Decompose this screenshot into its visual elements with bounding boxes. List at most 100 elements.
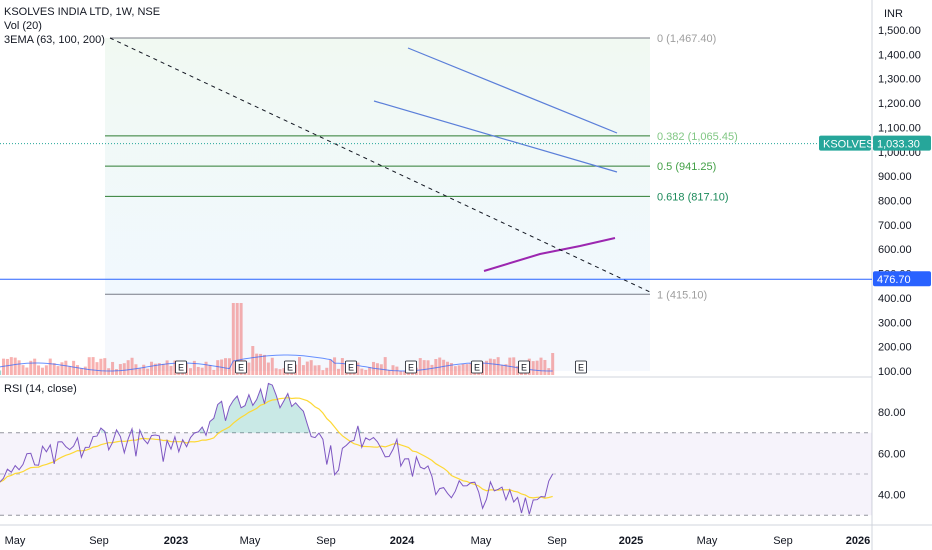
price-tags: KSOLVES 1,033.30 476.70 — [819, 135, 931, 287]
volume-bar — [360, 368, 364, 375]
last-price-tag-label: 1,033.30 — [877, 139, 920, 151]
volume-bar — [531, 361, 535, 375]
price-tick-label: 300.00 — [878, 317, 912, 329]
chart-title[interactable]: KSOLVES INDIA LTD, 1W, NSE — [4, 6, 161, 18]
volume-bar — [321, 370, 325, 375]
volume-bar — [356, 362, 360, 375]
volume-legend[interactable]: Vol (20) — [4, 20, 42, 32]
time-tick-label: May — [697, 535, 718, 547]
volume-bar — [200, 367, 204, 375]
volume-bar — [56, 366, 60, 375]
volume-bar — [488, 358, 492, 375]
time-tick-label: May — [240, 535, 261, 547]
volume-bar — [301, 365, 305, 375]
currency-label: INR — [884, 8, 903, 20]
rsi-tick-label: 80.00 — [878, 407, 906, 419]
price-tick-label: 700.00 — [878, 220, 912, 232]
volume-bar — [266, 362, 270, 375]
volume-bar — [340, 358, 344, 375]
rsi-tick-label: 40.00 — [878, 490, 906, 502]
volume-bar — [465, 364, 469, 375]
volume-bar — [224, 358, 228, 375]
volume-bar — [305, 361, 309, 375]
volume-bar — [5, 358, 9, 375]
volume-ma-line — [0, 354, 553, 372]
volume-bar — [368, 367, 372, 375]
price-tick-label: 800.00 — [878, 196, 912, 208]
volume-bar — [64, 360, 68, 375]
volume-bar — [422, 360, 426, 375]
volume-bar — [235, 303, 239, 375]
earnings-marker-label: E — [474, 363, 480, 373]
volume-bar — [434, 359, 438, 375]
volume-bar — [204, 361, 208, 375]
volume-bar — [196, 366, 200, 375]
trendline-drawings[interactable] — [0, 37, 872, 293]
time-tick-label: 2023 — [164, 535, 188, 547]
volume-bar — [91, 357, 95, 375]
time-tick-label: May — [5, 535, 26, 547]
volume-bar — [72, 360, 76, 375]
fib-extension-zone — [105, 294, 650, 371]
fibonacci-retracement[interactable]: 0 (1,467.40) 0.382 (1,065.45) 0.5 (941.25)… — [105, 33, 738, 371]
price-tick-label: 1,400.00 — [878, 49, 921, 61]
time-tick-label: 2025 — [619, 535, 643, 547]
volume-bar — [329, 359, 333, 375]
earnings-marker — [518, 360, 530, 374]
volume-bar — [138, 368, 142, 375]
volume-bar — [68, 366, 72, 375]
volume-bar — [227, 358, 231, 375]
volume-bar — [317, 365, 321, 375]
volume-bar — [60, 362, 64, 375]
volume-bar — [25, 367, 29, 375]
volume-bars — [0, 303, 555, 375]
volume-bar — [504, 364, 508, 375]
volume-bar — [87, 357, 91, 375]
volume-bar — [399, 370, 403, 375]
earnings-marker — [575, 360, 587, 374]
time-tick-label: Sep — [89, 535, 109, 547]
volume-bar — [247, 362, 251, 375]
volume-bar — [492, 359, 496, 375]
rsi-legend[interactable]: RSI (14, close) — [4, 383, 77, 395]
volume-bar — [44, 365, 48, 375]
volume-bar — [500, 364, 504, 375]
volume-bar — [216, 360, 220, 375]
volume-bar — [111, 361, 115, 375]
volume-bar — [403, 370, 407, 375]
volume-bar — [173, 360, 177, 375]
volume-bar — [309, 360, 313, 375]
volume-bar — [126, 360, 130, 375]
volume-bar — [76, 365, 80, 375]
fib-level-label: 0.382 (1,065.45) — [657, 131, 738, 143]
volume-bar — [442, 359, 446, 375]
volume-bar — [122, 363, 126, 375]
volume-bar — [169, 365, 173, 375]
volume-bar — [461, 364, 465, 375]
time-tick-label: May — [471, 535, 492, 547]
time-tick-label: Sep — [773, 535, 793, 547]
volume-bar — [418, 358, 422, 375]
level-tag-label: 476.70 — [877, 274, 911, 286]
volume-bar — [33, 358, 37, 375]
volume-bar — [278, 369, 282, 375]
price-tick-label: 200.00 — [878, 342, 912, 354]
last-price-tag — [873, 135, 931, 151]
volume-bar — [153, 363, 157, 375]
rsi-panel — [0, 382, 872, 516]
volume-bar — [83, 366, 87, 375]
volume-bar — [99, 358, 103, 375]
ema-legend[interactable]: 3EMA (63, 100, 200) — [4, 34, 105, 46]
volume-bar — [270, 357, 274, 375]
volume-bar — [37, 365, 41, 375]
level-tag — [873, 271, 931, 287]
earnings-marker — [405, 360, 417, 374]
volume-bar — [512, 357, 516, 375]
volume-bar — [453, 366, 457, 375]
rsi-tick-label: 60.00 — [878, 448, 906, 460]
volume-bar — [336, 368, 340, 375]
fib-level-label: 0 (1,467.40) — [657, 33, 716, 45]
volume-bar — [103, 358, 107, 375]
